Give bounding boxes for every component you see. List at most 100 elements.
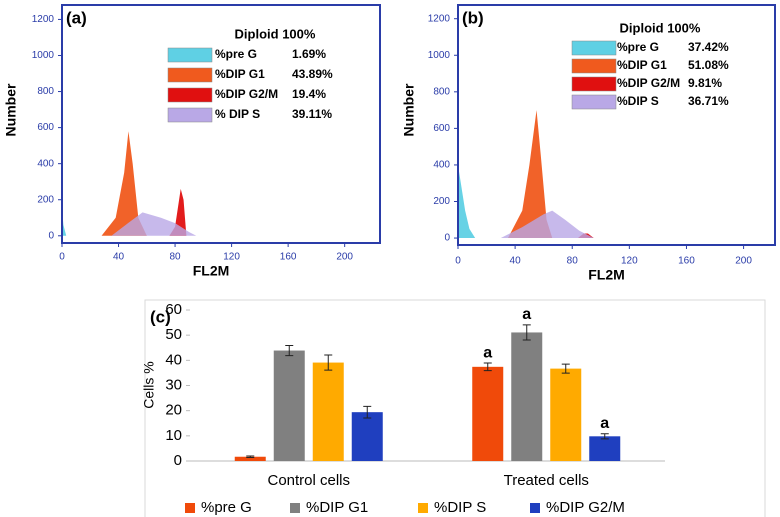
x-tick-label: 40: [510, 256, 522, 267]
significance-label: a: [483, 344, 492, 361]
legend-name: %DIP G2/M: [215, 87, 278, 101]
legend-swatch: [571, 40, 617, 56]
bar: [273, 350, 305, 461]
y-tick-label: 600: [433, 123, 450, 134]
legend-value: 43.89%: [292, 67, 333, 81]
y-tick-label: 200: [37, 194, 54, 205]
y-tick-label: 400: [37, 158, 54, 169]
x-tick-label: 200: [336, 252, 353, 263]
legend-value: 51.08%: [688, 58, 729, 72]
legend-value: 39.11%: [292, 107, 332, 121]
y-tick-label: 0: [444, 233, 450, 244]
error-bar: [285, 345, 294, 357]
legend-swatch: [530, 503, 540, 513]
plot-frame: [61, 4, 381, 244]
x-tick-label: Treated cells: [504, 472, 589, 489]
bar: [351, 412, 383, 461]
panel-label: (a): [66, 8, 87, 27]
x-tick-label: 0: [59, 252, 65, 263]
legend-name: %DIP S: [617, 94, 659, 108]
y-axis-label: Number: [401, 83, 417, 136]
y-tick-label: 1000: [428, 50, 451, 61]
y-tick-label: 600: [37, 122, 54, 133]
histogram-area: [169, 188, 187, 236]
y-tick-label: 400: [433, 160, 450, 171]
y-tick-label: 60: [165, 301, 182, 318]
y-tick-label: 10: [165, 427, 182, 444]
legend-swatch: [571, 76, 617, 92]
y-tick-label: 200: [433, 196, 450, 207]
legend-name: %DIP G2/M: [546, 499, 625, 516]
legend-name: % DIP S: [215, 107, 260, 121]
bar: [589, 436, 621, 461]
significance-label: a: [522, 306, 531, 323]
legend-name: %DIP G1: [617, 58, 667, 72]
legend-swatch: [167, 107, 213, 123]
legend-swatch: [167, 87, 213, 103]
legend-value: 19.4%: [292, 87, 326, 101]
x-tick-label: 40: [113, 252, 125, 263]
x-tick-label: 120: [223, 252, 240, 263]
y-axis-label: Number: [3, 83, 19, 136]
bar: [511, 332, 543, 461]
legend-name: %pre G: [617, 40, 659, 54]
legend-name: %DIP G1: [215, 67, 265, 81]
legend-name: %DIP G1: [306, 499, 368, 516]
x-tick-label: 120: [621, 256, 638, 267]
annotation: Diploid 100%: [235, 26, 316, 41]
error-bar: [522, 324, 531, 341]
legend-value: 9.81%: [688, 76, 722, 90]
y-tick-label: 1200: [428, 13, 451, 24]
x-tick-label: 200: [735, 256, 752, 267]
legend-swatch: [290, 503, 300, 513]
x-axis-label: FL2M: [588, 267, 625, 283]
legend-swatch: [571, 94, 617, 110]
error-bar: [483, 362, 492, 372]
x-tick-label: 80: [567, 256, 579, 267]
error-bar: [600, 433, 609, 440]
chart-frame: [144, 299, 766, 517]
legend-swatch: [167, 67, 213, 83]
x-axis-label: FL2M: [193, 263, 230, 279]
legend-name: %DIP G2/M: [617, 76, 680, 90]
y-axis-label: Cells %: [141, 361, 157, 408]
y-tick-label: 0: [48, 230, 54, 241]
histogram-area: [507, 110, 553, 239]
legend-swatch: [167, 47, 213, 63]
x-tick-label: 160: [678, 256, 695, 267]
legend-swatch: [418, 503, 428, 513]
x-tick-label: 80: [170, 252, 182, 263]
x-tick-label: Control cells: [267, 472, 350, 489]
bar: [472, 366, 504, 461]
panel-label: (b): [462, 8, 484, 27]
error-bar: [324, 354, 333, 371]
y-tick-label: 0: [174, 452, 182, 469]
legend-value: 36.71%: [688, 94, 729, 108]
y-tick-label: 30: [165, 376, 182, 393]
histogram-area: [111, 212, 197, 236]
y-tick-label: 1000: [32, 50, 55, 61]
legend-name: %pre G: [215, 47, 257, 61]
error-bar: [363, 405, 372, 419]
error-bar: [246, 455, 255, 459]
y-tick-label: 800: [433, 86, 450, 97]
legend-value: 1.69%: [292, 47, 326, 61]
plot-frame: [457, 4, 776, 246]
x-tick-label: 0: [455, 256, 461, 267]
y-tick-label: 800: [37, 86, 54, 97]
histogram-area: [101, 131, 147, 236]
y-tick-label: 1200: [32, 14, 55, 25]
legend-value: 37.42%: [688, 40, 729, 54]
bar: [550, 368, 582, 461]
histogram-area: [500, 210, 594, 239]
x-tick-label: 160: [280, 252, 297, 263]
y-tick-label: 40: [165, 351, 182, 368]
legend-name: %pre G: [201, 499, 252, 516]
y-tick-label: 20: [165, 402, 182, 419]
bar: [312, 362, 344, 461]
panel-label: (c): [150, 307, 171, 326]
bar: [234, 456, 266, 461]
y-tick-label: 50: [165, 326, 182, 343]
significance-label: a: [600, 415, 609, 432]
histogram-area: [62, 208, 67, 236]
